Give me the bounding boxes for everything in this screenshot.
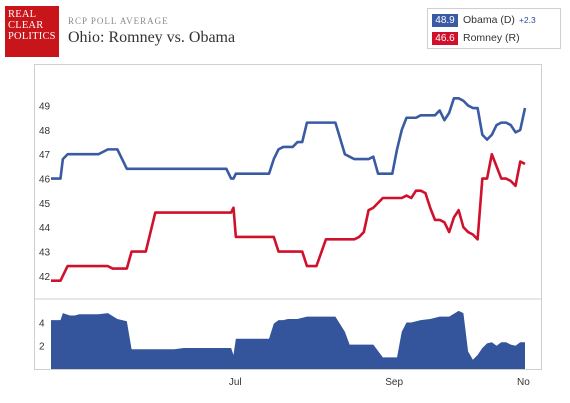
chart-kicker: RCP POLL AVERAGE (68, 16, 169, 26)
romney-line (51, 152, 526, 283)
spread-area (51, 310, 525, 369)
y-tick-label: 44 (39, 223, 51, 234)
legend-spread-obama: +2.3 (518, 15, 536, 25)
x-tick-label: Jul (228, 377, 242, 388)
y-tick-label: 48 (39, 126, 51, 137)
y-tick-label: 42 (39, 272, 51, 283)
x-tick-label: Sep (385, 377, 404, 388)
y-tick-label: 43 (39, 248, 51, 259)
lower-y-tick-label: 2 (39, 342, 45, 353)
lower-y-tick-label: 4 (39, 318, 45, 329)
rcp-logo[interactable]: REAL CLEAR POLITICS (5, 6, 59, 57)
legend-name-obama: Obama (D) (463, 14, 515, 26)
y-tick-label: 47 (39, 150, 51, 161)
chart-frame: 42 43 44 45 46 47 48 49 2 4 (34, 64, 542, 370)
logo-line-1: REAL (8, 9, 37, 20)
chart-title: Ohio: Romney vs. Obama (68, 29, 236, 46)
legend-item-romney[interactable]: 46.6 Romney (R) (432, 31, 520, 45)
legend-item-obama[interactable]: 48.9 Obama (D) +2.3 (432, 13, 536, 27)
y-tick-label: 45 (39, 199, 51, 210)
y-tick-label: 49 (39, 102, 51, 113)
legend-name-romney: Romney (R) (463, 32, 520, 44)
logo-line-3: POLITICS (8, 31, 56, 42)
poll-chart[interactable]: 42 43 44 45 46 47 48 49 2 4 (35, 65, 541, 369)
logo-line-2: CLEAR (8, 20, 44, 31)
legend: 48.9 Obama (D) +2.3 46.6 Romney (R) (427, 8, 561, 49)
obama-line (51, 96, 527, 180)
y-tick-label: 46 (39, 175, 51, 186)
legend-value-romney: 46.6 (432, 31, 458, 45)
legend-value-obama: 48.9 (432, 13, 458, 27)
x-tick-label: No (517, 377, 530, 388)
